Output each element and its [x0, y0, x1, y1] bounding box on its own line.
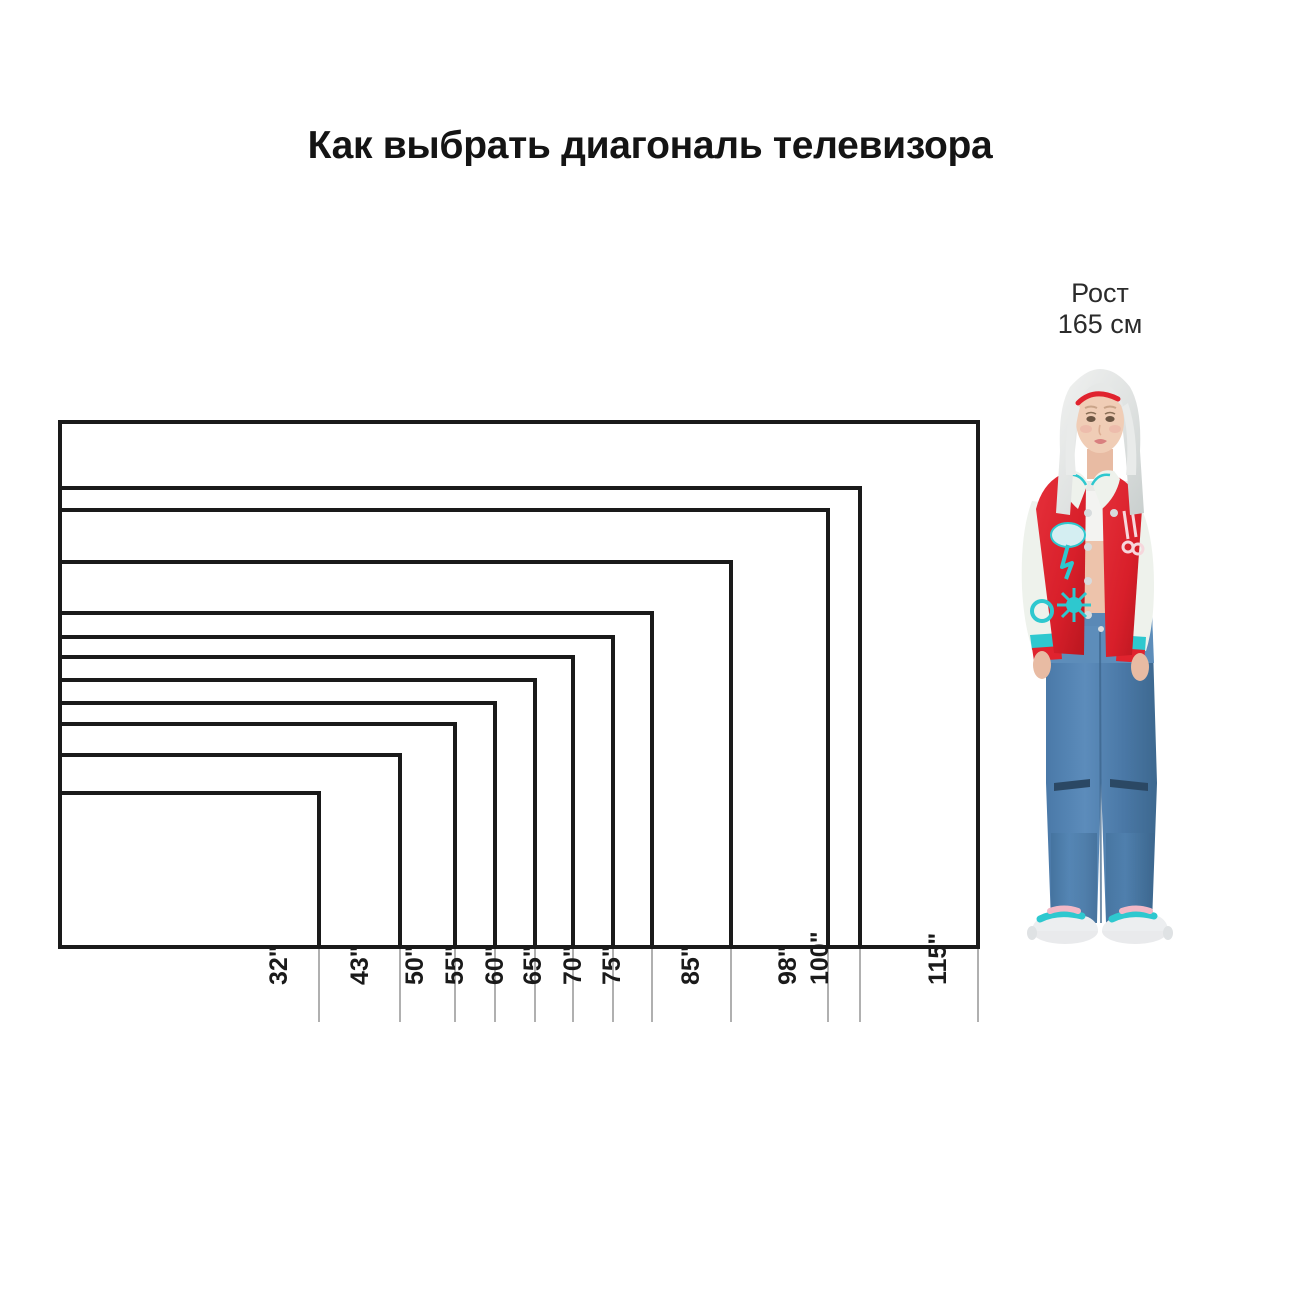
tick-label-70: 70" [559, 945, 587, 985]
head [1056, 369, 1144, 515]
screen-rect-43[interactable] [58, 753, 402, 949]
tick-label-115: 115" [924, 932, 952, 985]
jacket-patch-circle [1030, 599, 1054, 623]
tick-label-55: 55" [441, 945, 469, 985]
screen-rect-70[interactable] [58, 635, 615, 949]
tick-label-98: 98" [774, 945, 802, 985]
hands [1033, 651, 1149, 681]
screen-rect-32[interactable] [58, 791, 321, 949]
screen-rect-60[interactable] [58, 678, 537, 949]
screen-rect-65[interactable] [58, 655, 575, 949]
tick-label-50: 50" [401, 945, 429, 985]
person-reference-block: Рост 165 см [1002, 278, 1198, 948]
screen-rect-98[interactable] [58, 508, 830, 949]
page-title: Как выбрать диагональ телевизора [307, 124, 993, 167]
screen-rect-50[interactable] [58, 722, 457, 949]
screen-rect-75[interactable] [58, 611, 654, 949]
tick-label-100: 100" [806, 931, 834, 985]
tick-label-75: 75" [598, 945, 626, 985]
woman-standing-figure [1002, 363, 1198, 948]
screen-rect-85[interactable] [58, 560, 733, 949]
screen-rectangles [58, 420, 980, 949]
tick-label-43: 43" [346, 945, 374, 985]
tick-label-60: 60" [481, 945, 509, 985]
tick-label-85: 85" [677, 945, 705, 985]
screen-rect-55[interactable] [58, 701, 497, 949]
sneakers [1027, 905, 1173, 944]
person-height-caption: Рост 165 см [1057, 278, 1143, 339]
screen-rect-115[interactable] [58, 420, 980, 949]
tick-label-65: 65" [519, 945, 547, 985]
jacket-patch-star [1057, 588, 1091, 622]
tick-label-32: 32" [265, 945, 293, 985]
jacket-patch-cloud [1050, 522, 1086, 580]
screen-rect-100[interactable] [58, 486, 862, 949]
